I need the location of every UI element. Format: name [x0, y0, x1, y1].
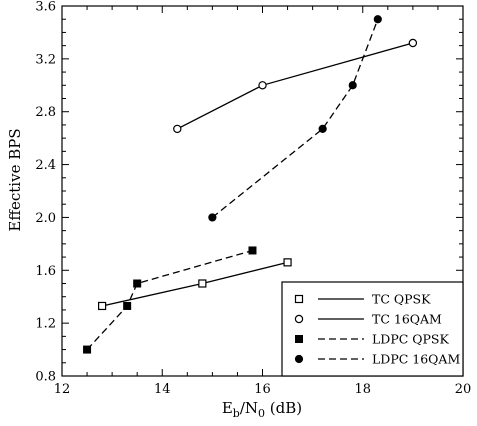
legend-marker	[294, 354, 304, 364]
series-line-3	[211, 18, 379, 218]
y-tick-label: 1.2	[35, 317, 56, 332]
series-point-3	[208, 213, 217, 222]
y-tick-label: 3.2	[35, 52, 56, 67]
y-tick-label: 2.8	[35, 105, 56, 120]
series-point-2	[133, 279, 142, 288]
series-point-2	[123, 301, 132, 310]
y-tick-label: 0.8	[35, 370, 56, 385]
series-point-0	[283, 258, 292, 267]
y-tick-label: 2.0	[35, 211, 56, 226]
series-point-0	[97, 301, 107, 311]
series-point-3	[348, 81, 357, 90]
series-point-0	[198, 279, 207, 288]
series-line-2	[86, 249, 253, 351]
x-axis-label-sep: /N	[240, 399, 258, 417]
ticks-group: 12 14 16 18 20 0.8 1.2 1.6 2.0 2.4 2.8 3.2 3.6	[35, 0, 471, 397]
legend-box	[281, 281, 464, 377]
series-point-3	[318, 124, 327, 133]
y-tick-label: 3.6	[35, 0, 56, 15]
x-tick-label: 18	[354, 382, 371, 397]
legend-label: LDPC 16QAM	[372, 352, 460, 367]
x-axis-label-main: E	[222, 399, 233, 417]
x-tick-label: 14	[154, 382, 171, 397]
series-point-1	[258, 81, 267, 90]
x-axis-label-unit: (dB)	[265, 399, 302, 417]
legend-marker	[294, 294, 304, 304]
x-tick-label: 20	[455, 382, 472, 397]
legend-marker	[294, 314, 304, 324]
legend-label: LDPC QPSK	[372, 332, 449, 347]
series-point-3	[373, 15, 382, 24]
x-tick-label: 12	[54, 382, 71, 397]
legend-label: TC QPSK	[372, 292, 431, 307]
x-axis-label-sub2: 0	[258, 407, 265, 420]
legend-marker	[295, 335, 303, 343]
series-point-1	[173, 124, 182, 134]
y-tick-label: 2.4	[35, 158, 56, 173]
y-tick-label: 1.6	[35, 264, 56, 279]
x-axis-label: Eb/N0 (dB)	[222, 399, 302, 420]
series-point-2	[83, 345, 92, 354]
series-point-1	[408, 38, 418, 48]
legend-label: TC 16QAM	[372, 312, 442, 327]
y-axis-label: Effective BPS	[6, 128, 24, 231]
series-group	[83, 15, 418, 354]
series-point-2	[248, 246, 257, 255]
legend-group: TC QPSK TC 16QAM LDPC QPSK LDPC 16QAM	[281, 281, 464, 377]
series-line-1	[177, 42, 414, 130]
x-tick-label: 16	[254, 382, 271, 397]
x-axis-label-sub1: b	[233, 407, 240, 420]
